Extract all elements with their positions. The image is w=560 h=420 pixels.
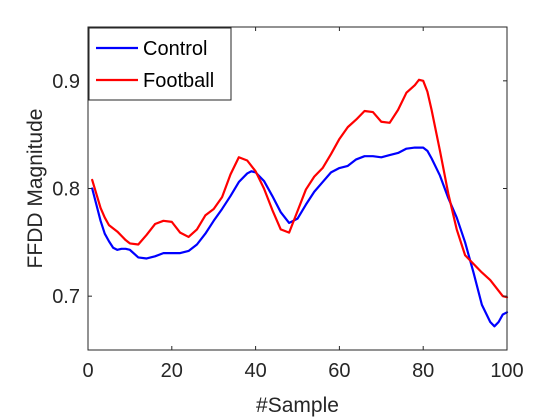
legend-box	[88, 27, 232, 101]
legend-label-control: Control	[143, 38, 207, 60]
legend: Control Football	[88, 27, 232, 101]
series-line-control	[91, 146, 509, 328]
y-tick-label: 0.9	[52, 71, 80, 93]
y-tick-label: 0.8	[52, 179, 80, 201]
series-layer	[91, 78, 509, 328]
x-tick-label: 100	[490, 360, 523, 382]
ticks-layer: 0 20 40 60 80 100 0.7 0.8 0.9	[52, 27, 524, 382]
x-tick-label: 60	[328, 360, 350, 382]
x-tick-label: 0	[82, 360, 93, 382]
x-tick-label: 20	[161, 360, 183, 382]
legend-label-football: Football	[143, 70, 214, 92]
x-axis-label: #Sample	[256, 394, 339, 417]
y-axis-label: FFDD Magnitude	[24, 109, 47, 269]
x-tick-label: 80	[412, 360, 434, 382]
y-tick-label: 0.7	[52, 286, 80, 308]
x-tick-label: 40	[244, 360, 266, 382]
series-line-football	[91, 78, 509, 299]
